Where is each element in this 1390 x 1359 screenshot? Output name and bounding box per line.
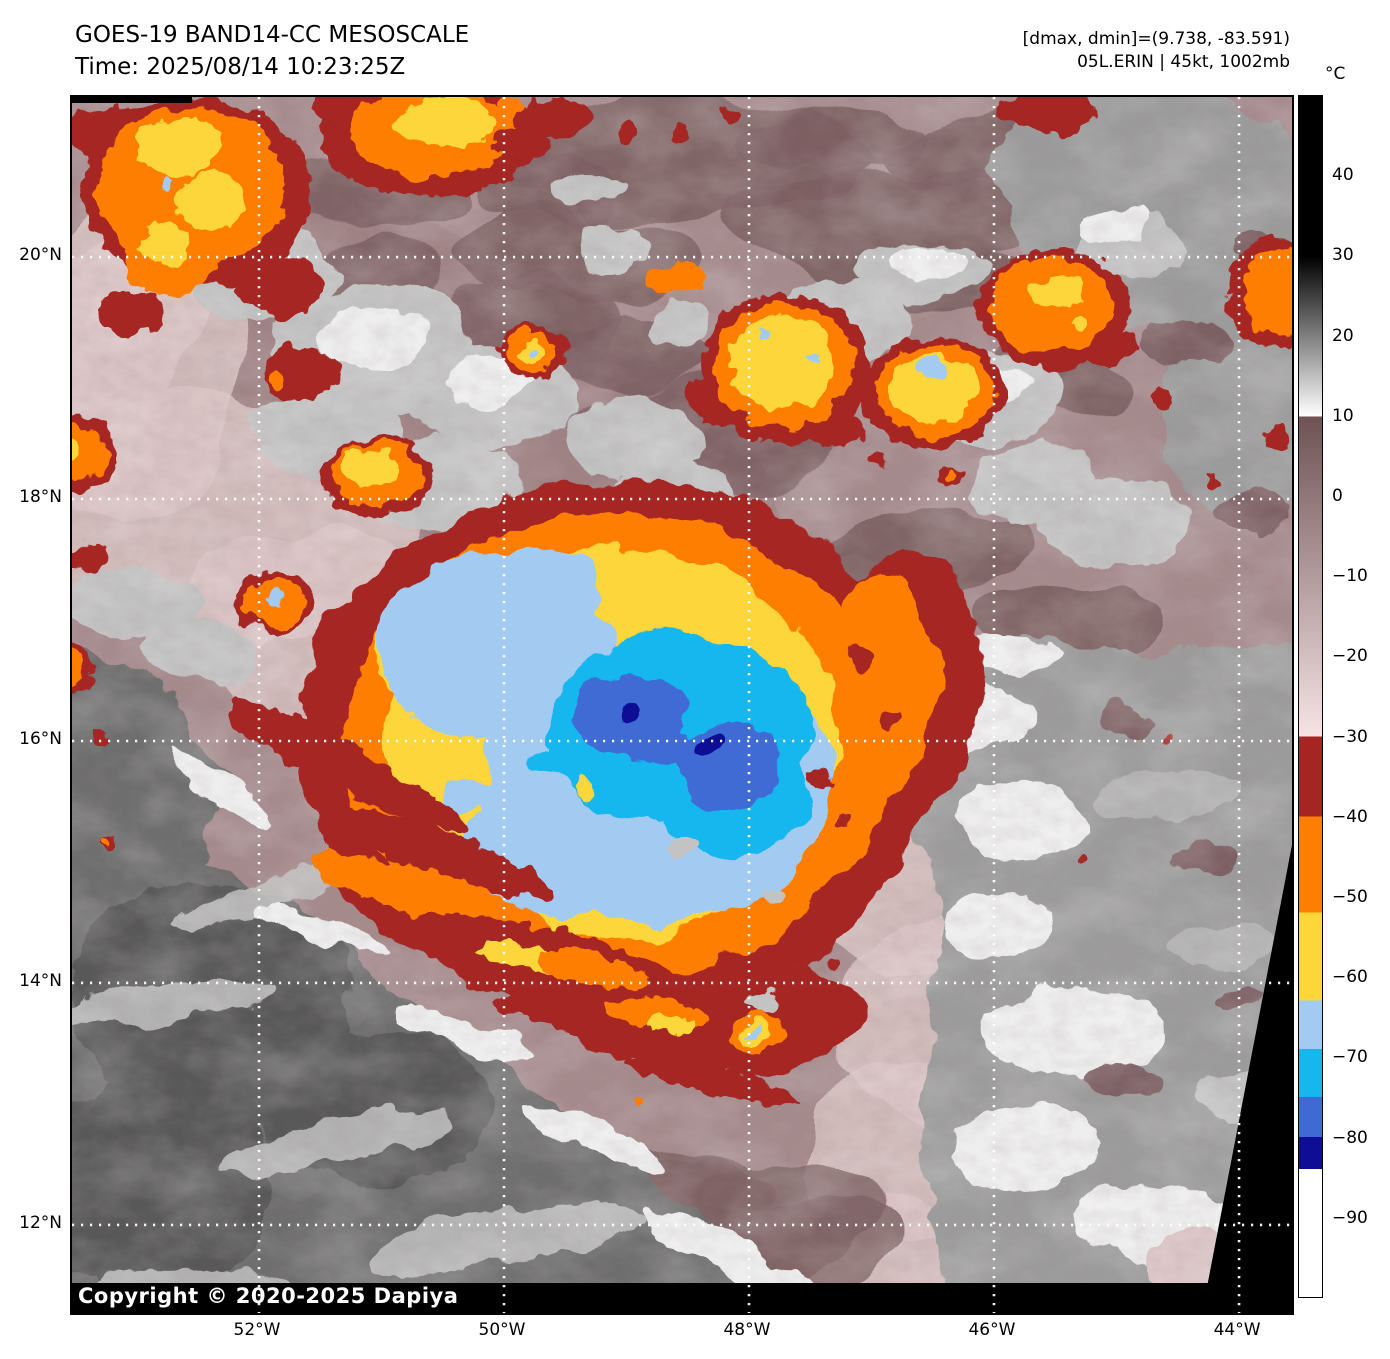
longitude-tick-label: 52°W	[233, 1320, 281, 1340]
colorbar-tick-label: 40	[1332, 165, 1354, 186]
longitude-tick-label: 50°W	[478, 1320, 526, 1340]
latitude-tick-label: 14°N	[19, 970, 62, 991]
colorbar-tick-label: 10	[1332, 405, 1354, 426]
latitude-tick-label: 20°N	[19, 245, 62, 266]
colorbar-tick-label: −90	[1332, 1207, 1368, 1228]
annotation-storm-info: 05L.ERIN | 45kt, 1002mb	[1077, 52, 1290, 72]
latitude-tick-label: 18°N	[19, 487, 62, 507]
satellite-image	[72, 97, 1292, 1313]
convective-cells-north	[72, 97, 1292, 851]
colorbar-tick-label: −80	[1332, 1127, 1368, 1148]
colorbar-tick-label: −40	[1332, 806, 1368, 827]
annotation-block: [dmax, dmin]=(9.738, -83.591) 05L.ERIN |…	[1023, 28, 1290, 74]
annotation-dmax-dmin: [dmax, dmin]=(9.738, -83.591)	[1022, 29, 1290, 49]
colorbar-tick-label: 0	[1332, 486, 1343, 506]
colorbar-tick-label: 20	[1332, 325, 1354, 346]
longitude-tick-label: 48°W	[723, 1320, 771, 1340]
latitude-tick-label: 16°N	[19, 728, 62, 749]
colorbar-tick-label: 30	[1332, 245, 1354, 266]
map-frame	[70, 95, 1294, 1315]
longitude-tick-label: 46°W	[968, 1320, 1016, 1340]
convective-specks-south	[632, 495, 899, 1107]
colorbar-tick-label: −50	[1332, 887, 1368, 907]
page-title: GOES-19 BAND14-CC MESOSCALE	[75, 22, 470, 48]
timestamp-label: Time: 2025/08/14 10:23:25Z	[75, 54, 406, 80]
longitude-tick-label: 44°W	[1213, 1320, 1261, 1340]
colorbar-tick-label: −70	[1332, 1047, 1368, 1068]
colorbar-tick-label: −30	[1332, 726, 1368, 747]
colorbar-tick-label: −60	[1332, 967, 1368, 988]
storm-rainbands	[227, 701, 798, 1106]
colorbar	[1298, 95, 1323, 1298]
colorbar-unit-label: °C	[1325, 64, 1346, 84]
colorbar-tick-label: −10	[1332, 566, 1368, 587]
latitude-tick-label: 12°N	[19, 1212, 62, 1233]
colorbar-tick-label: −20	[1332, 646, 1368, 667]
no-data-regions	[72, 97, 1292, 1313]
copyright-text: Copyright © 2020-2025 Dapiya	[78, 1284, 459, 1308]
